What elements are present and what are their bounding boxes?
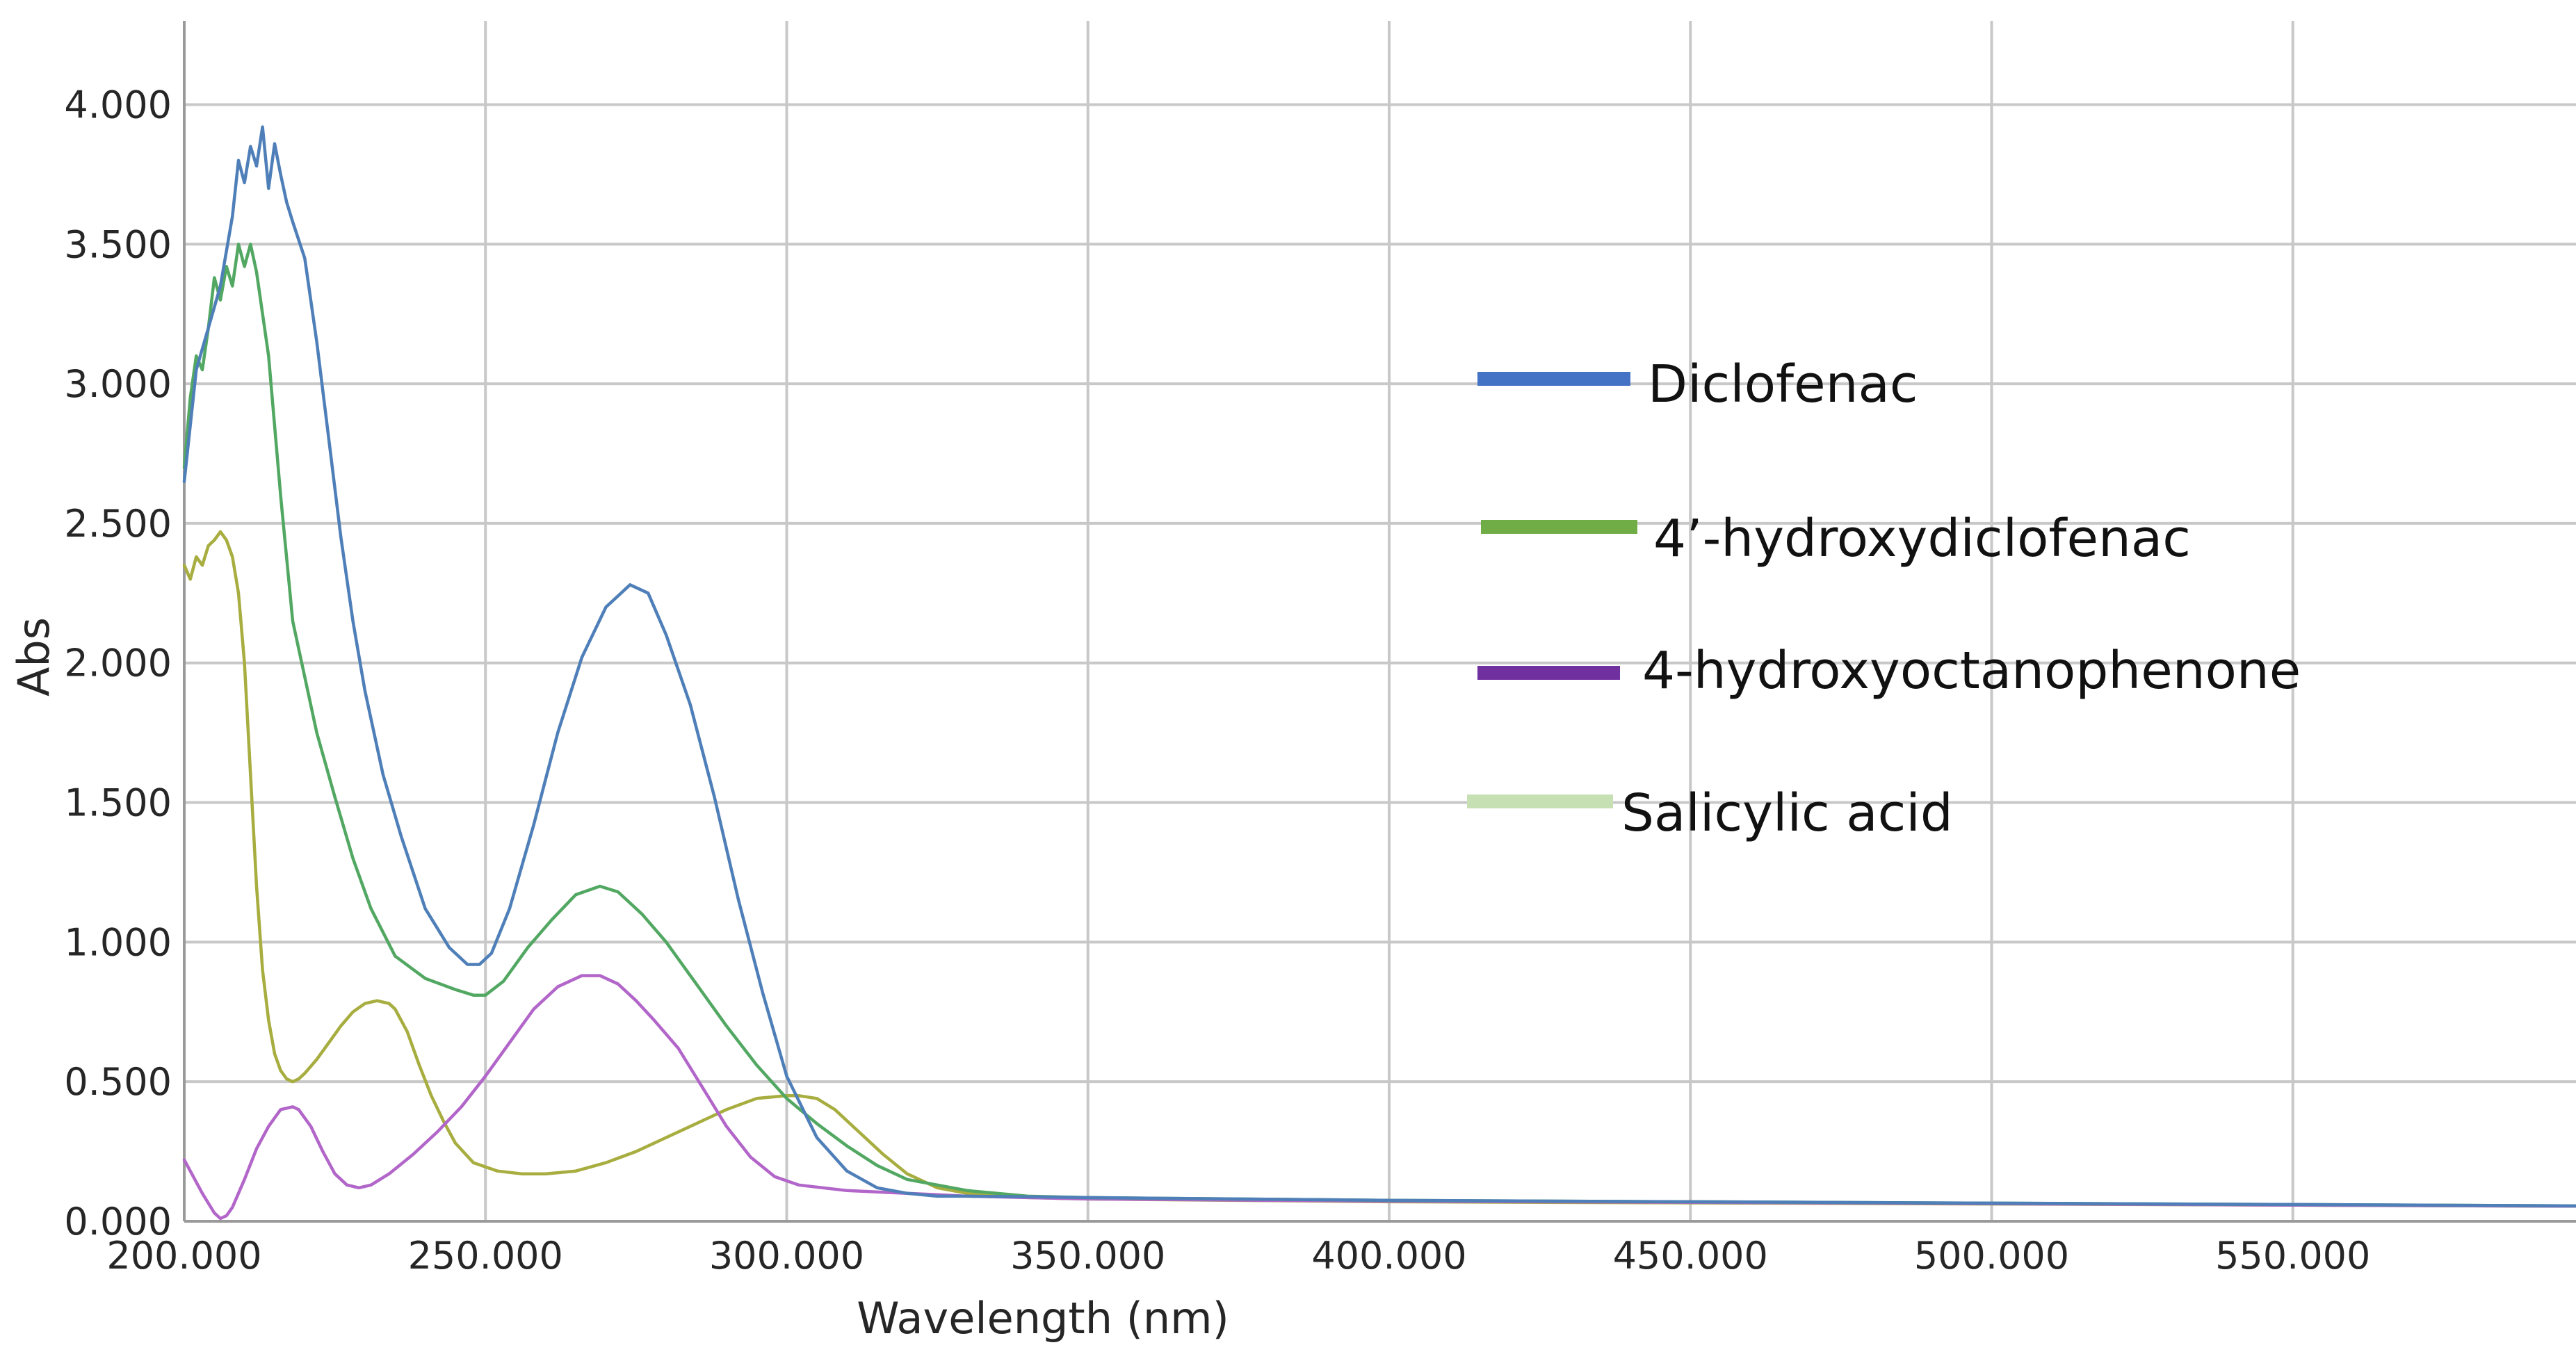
x-tick-label: 500.000	[1914, 1234, 2069, 1278]
y-tick-label: 3.000	[64, 362, 172, 406]
axes	[183, 21, 2576, 1223]
y-tick-label: 1.500	[64, 781, 172, 825]
y-tick-label: 2.000	[64, 642, 172, 685]
y-tick-label: 3.500	[64, 222, 172, 266]
y-tick-label: 0.000	[64, 1200, 172, 1244]
y-axis-title: Abs	[8, 617, 59, 696]
y-tick-label: 0.500	[64, 1060, 172, 1104]
legend-label: 4-hydroxyoctanophenone	[1642, 641, 2301, 701]
series-lines	[182, 125, 2576, 1221]
series-line-4-hydroxyoctanophenone	[182, 974, 2576, 1221]
x-tick-label: 350.000	[1010, 1234, 1165, 1278]
x-axis-title: Wavelength (nm)	[857, 1293, 1229, 1344]
legend-label: Diclofenac	[1648, 354, 1918, 414]
legend-label: Salicylic acid	[1621, 783, 1953, 843]
x-tick-label: 550.000	[2215, 1234, 2370, 1278]
y-tick-label: 1.000	[64, 920, 172, 964]
legend: Diclofenac 4’-hydroxydiclofenac 4-hydroxyo…	[1467, 354, 2301, 843]
x-tick-label: 450.000	[1613, 1234, 1768, 1278]
tick-labels: 200.000 250.000 300.000 350.000 400.000 450.0…	[64, 83, 2370, 1278]
series-line-diclofenac	[182, 125, 2576, 1208]
x-tick-label: 300.000	[709, 1234, 864, 1278]
x-tick-label: 400.000	[1311, 1234, 1466, 1278]
grid	[184, 21, 2576, 1221]
series-line-4-hydroxydiclofenac	[182, 243, 2576, 1208]
series-line-salicylic-acid	[182, 530, 2576, 1208]
x-tick-label: 200.000	[106, 1234, 261, 1278]
legend-label: 4’-hydroxydiclofenac	[1653, 509, 2191, 569]
y-tick-label: 4.000	[64, 83, 172, 127]
y-tick-label: 2.500	[64, 502, 172, 546]
x-tick-label: 250.000	[408, 1234, 563, 1278]
